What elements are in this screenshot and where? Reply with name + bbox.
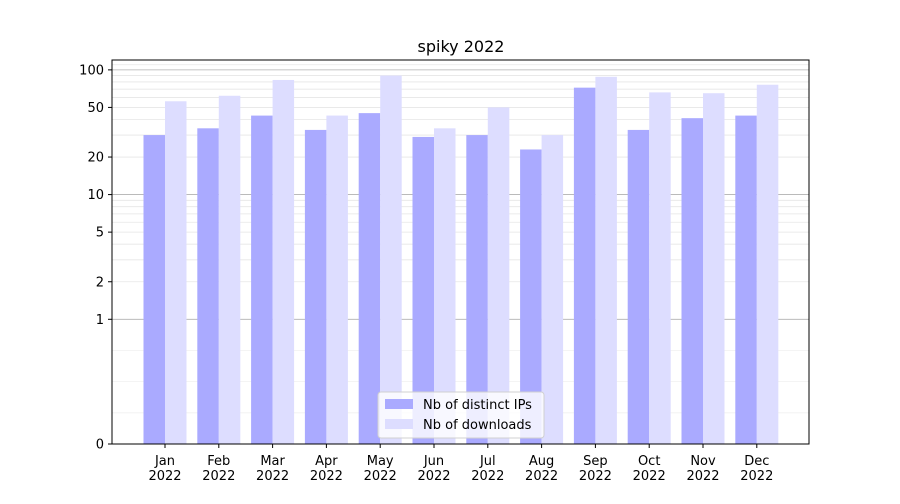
y-tick-label: 10 [87,188,104,203]
bar-downloads [756,84,779,444]
x-axis: Jan 2022 Feb 2022 Mar 2022 Apr 2022 May 2022 Jun 20… [148,444,773,484]
bar-downloads [649,92,671,445]
bar-distinct-ips [627,129,650,444]
bar-downloads [380,75,402,444]
bar-distinct-ips [358,113,381,444]
x-tick-label: Apr 2022 [310,454,343,484]
bar-distinct-ips [735,115,757,444]
bar-distinct-ips [304,129,327,444]
bar-distinct-ips [197,128,219,445]
chart-title: spiky 2022 [418,37,505,56]
y-tick-label: 2 [96,275,104,290]
bar-distinct-ips [573,87,596,445]
legend-swatch [385,399,413,409]
legend-swatch [385,419,413,429]
x-tick-label: Nov 2022 [686,454,719,484]
x-tick-label: May 2022 [364,454,397,484]
x-tick-label: Dec 2022 [740,454,773,484]
y-tick-label: 1 [96,313,104,328]
bar-downloads [272,79,295,444]
bar-downloads [165,101,187,445]
legend: Nb of distinct IPs Nb of downloads [377,391,545,439]
bar-distinct-ips [251,115,273,444]
bar-downloads [595,76,617,444]
x-tick-label: Jul 2022 [471,454,504,484]
bar-downloads [434,128,456,445]
x-tick-label: Jun 2022 [417,454,450,484]
x-tick-label: Oct 2022 [633,454,666,484]
bars [143,75,779,445]
plot-frame [111,59,810,445]
y-tick-label: 50 [87,101,104,116]
bar-downloads [218,95,241,445]
x-tick-label: Mar 2022 [256,454,289,484]
bar-downloads [541,135,564,445]
legend-label: Nb of downloads [423,418,532,433]
y-axis: 0 1 2 5 10 20 50 100 [79,63,112,453]
legend-box [377,391,545,439]
bar-distinct-ips [520,149,542,444]
bar-downloads [487,107,510,445]
y-tick-label: 5 [96,226,104,241]
bar-distinct-ips [412,136,434,445]
y-tick-label: 0 [96,438,104,453]
x-tick-label: Sep 2022 [579,454,612,484]
x-tick-label: Jan 2022 [148,454,181,484]
x-tick-label: Aug 2022 [525,454,558,484]
x-tick-label: Feb 2022 [202,454,235,484]
y-tick-label: 20 [87,151,104,166]
bar-downloads [703,93,725,444]
bar-downloads [326,115,348,444]
y-tick-label: 100 [79,63,104,78]
bar-distinct-ips [681,118,703,445]
bar-distinct-ips [143,135,165,445]
legend-label: Nb of distinct IPs [423,398,532,413]
bar-distinct-ips [466,135,488,445]
